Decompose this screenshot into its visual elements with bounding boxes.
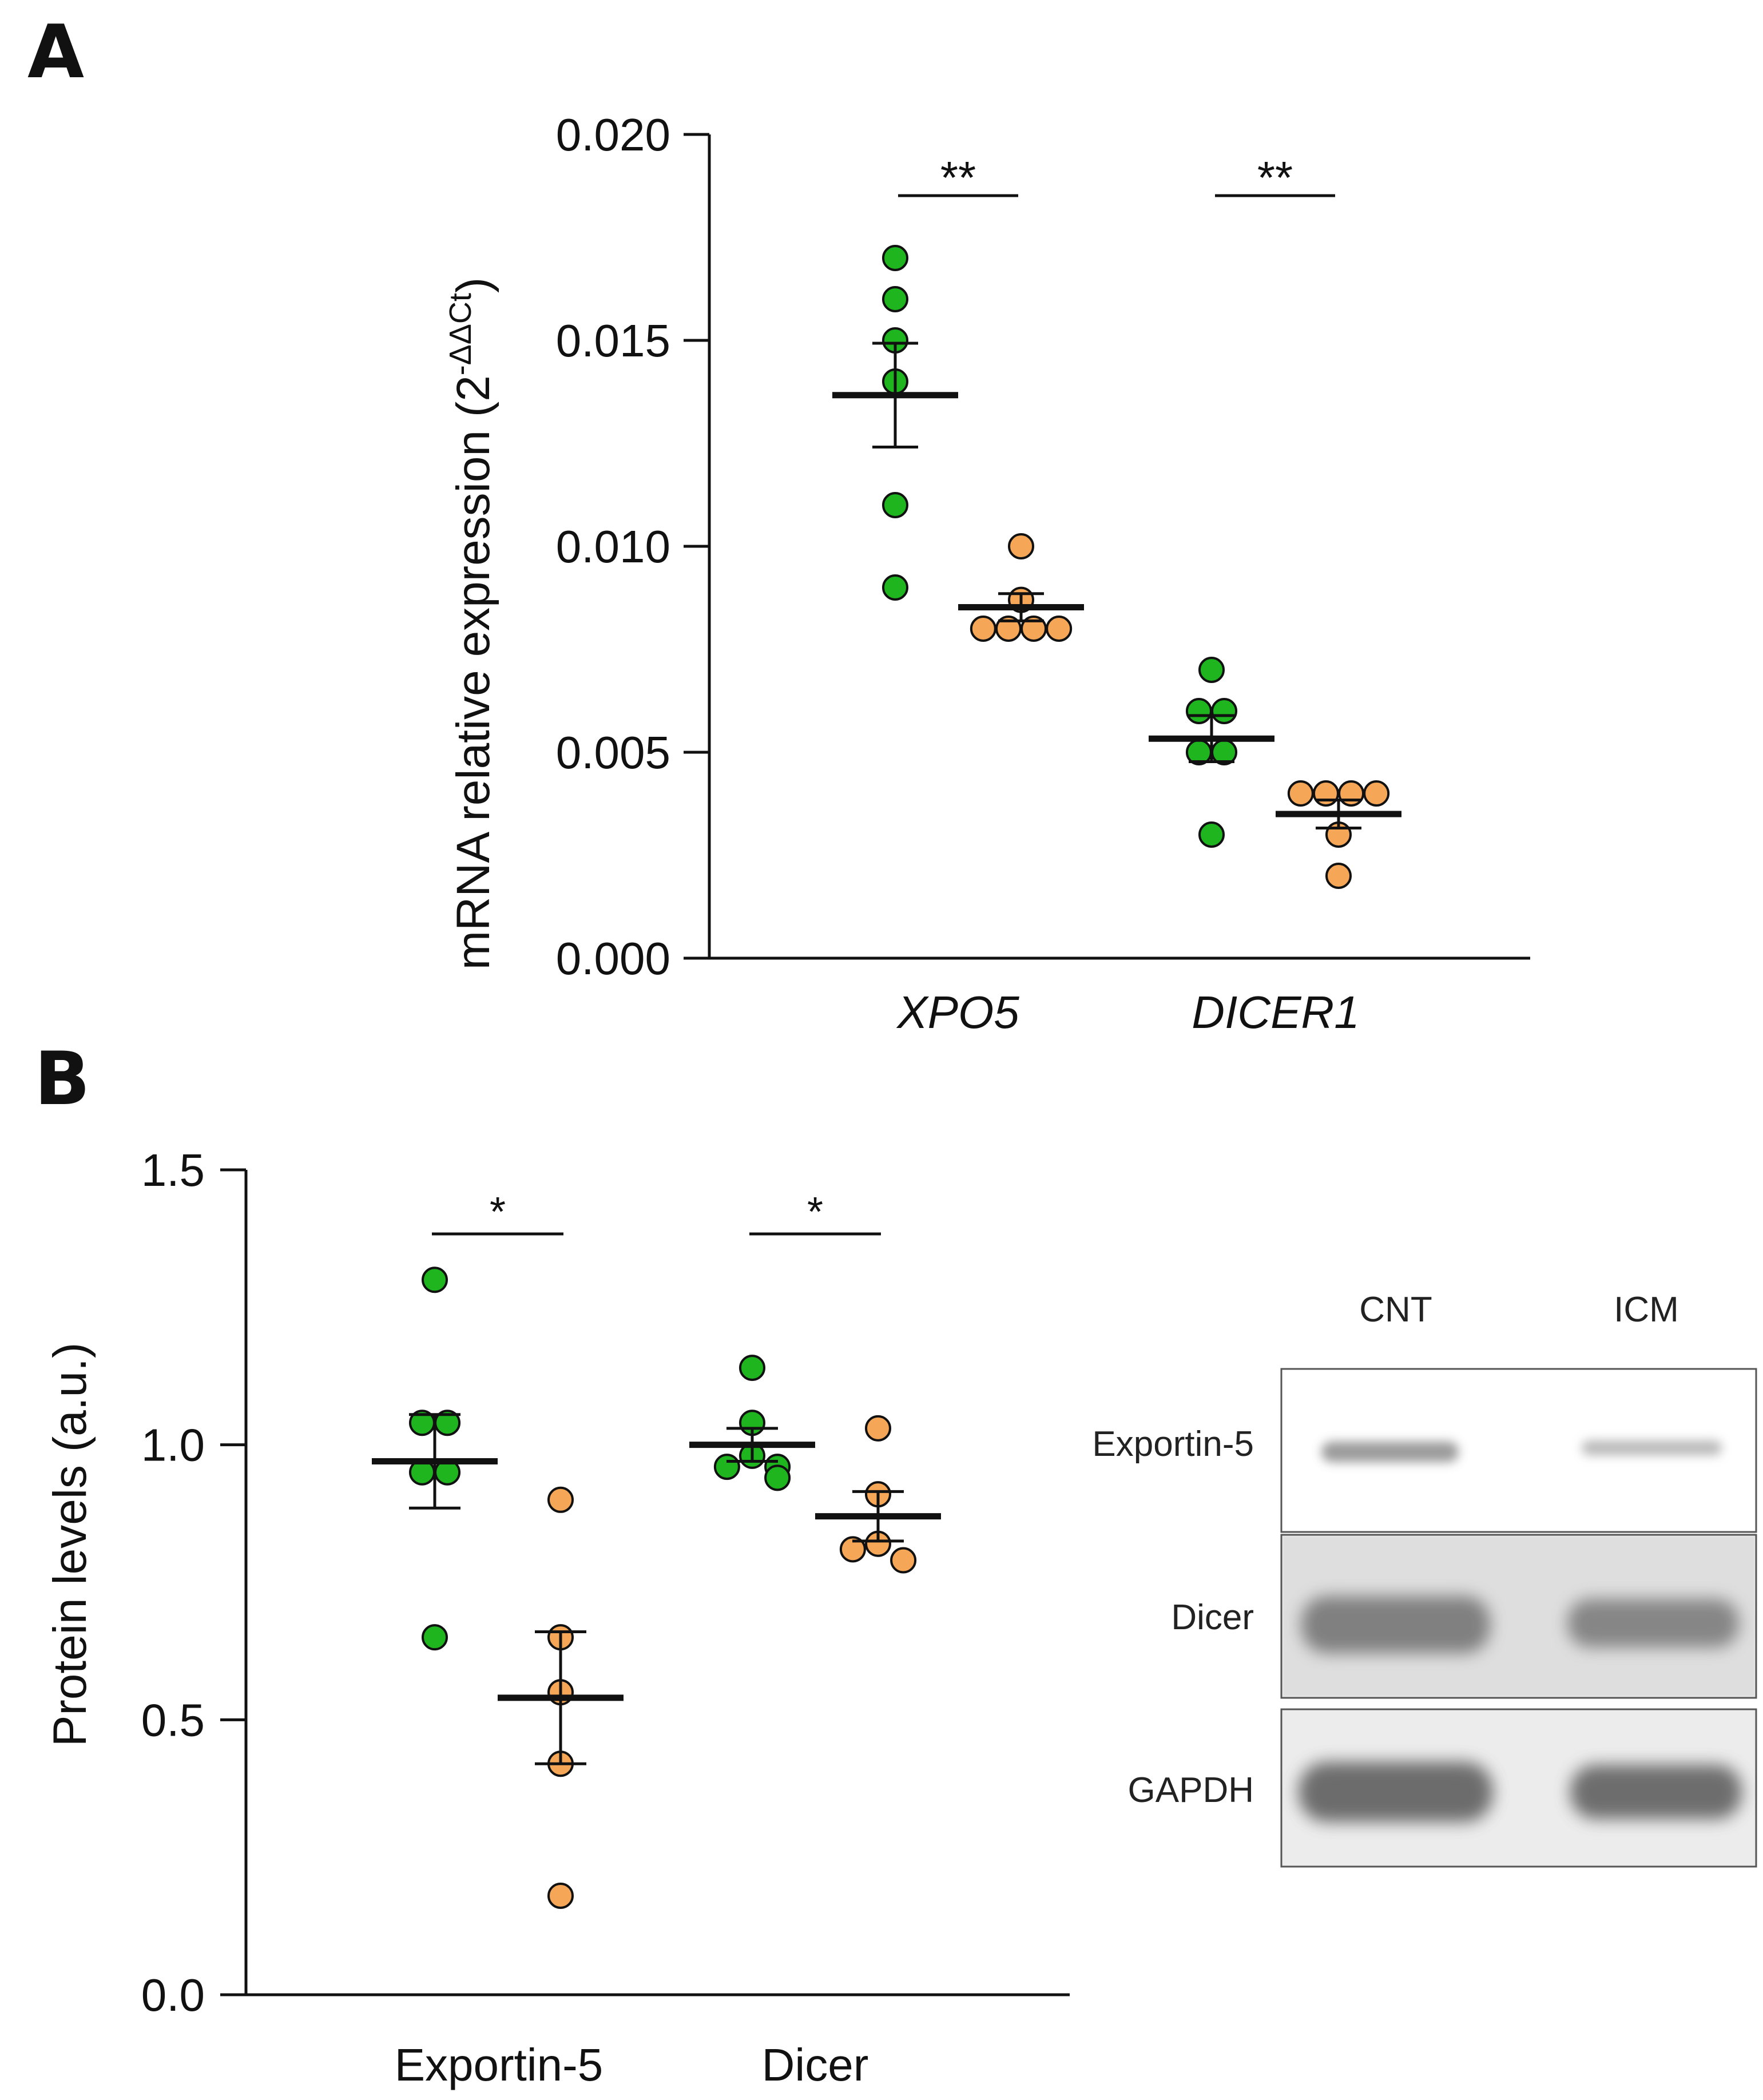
chart-a-ytick-label: 0.010 — [556, 521, 670, 572]
chart-a-data-point — [882, 245, 908, 271]
panel-label-b: B — [34, 1037, 90, 1122]
band-dicer-icm — [1567, 1599, 1739, 1648]
chart-b-significance-label: * — [807, 1189, 823, 1235]
chart-a-data-point — [1325, 863, 1352, 889]
chart-b-category-label: Exportin-5 — [395, 2039, 603, 2090]
blot-row-gapdh: GAPDH — [1128, 1770, 1254, 1810]
chart-b-ytick-label: 0.5 — [141, 1694, 205, 1745]
blot-row-exportin-5: Exportin-5 — [1092, 1424, 1254, 1464]
blot-strip-gapdh — [1280, 1708, 1757, 1868]
chart-a-ylabel-sup: -ΔΔCt — [443, 293, 478, 375]
chart-a-data-point — [1008, 533, 1034, 559]
chart-a-data-point — [1046, 616, 1073, 642]
chart-b-data-point — [890, 1547, 917, 1574]
blot-strip-dicer — [1280, 1534, 1757, 1699]
chart-b-data-point — [713, 1454, 740, 1480]
chart-b-protein-levels: 0.0 0.5 1.0 1.5 Exportin-5 * Dicer * — [141, 1145, 1070, 2090]
chart-b-data-point — [865, 1415, 891, 1442]
chart-a-ylabel-close: ) — [447, 277, 499, 293]
chart-b-ytick-label: 1.0 — [141, 1420, 205, 1471]
chart-a-data-point — [1198, 657, 1225, 683]
chart-a-ylabel-main: mRNA relative expression (2 — [447, 375, 499, 970]
blot-strip-exportin-5 — [1280, 1368, 1757, 1533]
chart-a-data-point — [1312, 780, 1339, 807]
chart-a-significance-label: ** — [940, 152, 976, 203]
chart-a-mrna-expression: 0.000 0.005 0.010 0.015 0.020 XPO5 ** DICER1 ** — [556, 109, 1530, 1038]
chart-b-data-point — [739, 1355, 765, 1382]
chart-b-ytick-label: 1.5 — [141, 1145, 205, 1196]
band-gapdh-icm — [1570, 1765, 1742, 1819]
chart-a-ytick-label: 0.000 — [556, 933, 670, 984]
blot-row-dicer: Dicer — [1171, 1598, 1254, 1637]
chart-a-data-point — [1185, 698, 1212, 724]
chart-a-ytick-label: 0.020 — [556, 109, 670, 160]
chart-a-data-point — [882, 286, 908, 312]
chart-a-ytick-label: 0.005 — [556, 727, 670, 778]
chart-a-ytick-label: 0.015 — [556, 315, 670, 366]
chart-b-category-label: Dicer — [762, 2039, 869, 2090]
chart-a-ylabel: mRNA relative expression (2-ΔΔCt) — [443, 277, 499, 970]
chart-b-ylabel: Protein levels (a.u.) — [44, 1343, 96, 1746]
blot-column-cnt: CNT — [1359, 1290, 1432, 1329]
chart-a-data-point — [1287, 780, 1314, 807]
chart-b-data-point — [422, 1624, 448, 1651]
chart-b-data-point — [547, 1486, 574, 1513]
blot-column-icm: ICM — [1614, 1290, 1679, 1329]
chart-a-category-label: XPO5 — [896, 987, 1019, 1038]
chart-a-data-point — [1211, 698, 1238, 724]
chart-a-data-point — [882, 492, 908, 518]
chart-a-data-point — [1021, 616, 1047, 642]
chart-a-data-point — [1198, 821, 1225, 848]
chart-b-data-point — [764, 1464, 791, 1491]
chart-b-significance-label: * — [490, 1189, 506, 1235]
chart-b-data-point — [422, 1267, 448, 1293]
western-blot: CNT ICM Exportin-5 Dicer GAPDH — [1092, 1290, 1757, 1868]
chart-a-data-point — [970, 616, 996, 642]
chart-a-data-point — [1363, 780, 1390, 807]
chart-b-data-point — [547, 1882, 574, 1909]
chart-b-ytick-label: 0.0 — [141, 1970, 205, 2020]
chart-a-category-label: DICER1 — [1192, 987, 1359, 1038]
chart-a-significance-label: ** — [1257, 152, 1293, 203]
chart-a-data-point — [882, 574, 908, 601]
band-exportin-5-icm — [1582, 1440, 1722, 1455]
chart-a-data-point — [995, 616, 1022, 642]
chart-a-data-point — [1338, 780, 1365, 807]
band-dicer-cnt — [1301, 1596, 1490, 1653]
band-exportin-5-cnt — [1321, 1442, 1459, 1462]
band-gapdh-cnt — [1299, 1762, 1493, 1822]
chart-b-data-point — [839, 1536, 866, 1563]
panel-label-a: A — [27, 10, 84, 95]
